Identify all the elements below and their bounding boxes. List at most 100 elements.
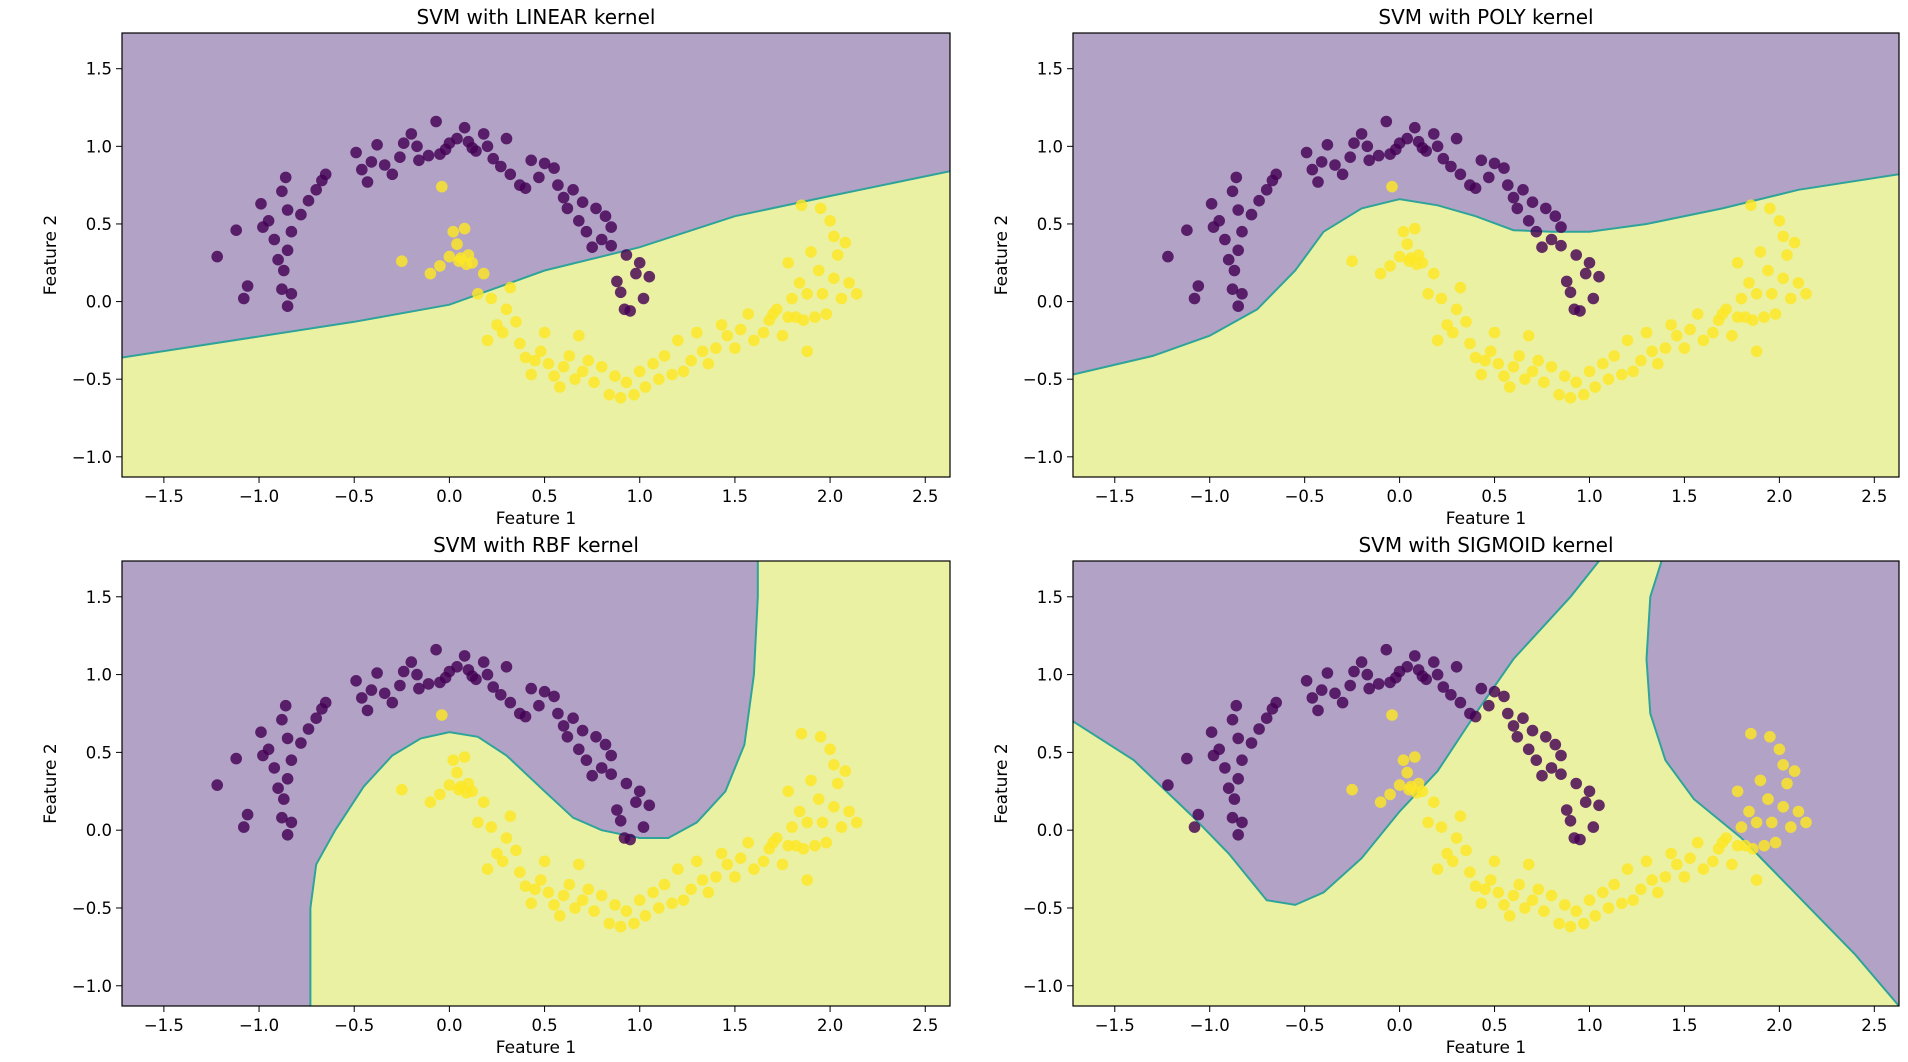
- point-class0: [350, 146, 362, 159]
- point-class1: [519, 351, 532, 364]
- point-class1: [1792, 277, 1805, 289]
- point-class1: [1788, 236, 1801, 249]
- y-tick-label: 1.5: [1037, 588, 1063, 607]
- point-class1: [1762, 793, 1774, 805]
- point-class0: [1483, 699, 1495, 712]
- point-class0: [1536, 769, 1548, 782]
- x-tick-label: 0.5: [531, 1016, 557, 1035]
- point-class1: [677, 365, 690, 378]
- point-class1: [658, 878, 671, 891]
- point-class1: [1570, 905, 1582, 917]
- point-class1: [1422, 816, 1434, 829]
- x-tick-label: −1.0: [239, 1016, 279, 1035]
- point-class1: [1602, 373, 1615, 386]
- point-class1: [1777, 801, 1789, 813]
- point-class0: [211, 250, 223, 263]
- point-class1: [1460, 316, 1472, 328]
- point-class0: [1583, 785, 1596, 798]
- point-class1: [1750, 345, 1763, 358]
- point-class0: [268, 233, 281, 246]
- y-tick-label: 1.5: [1037, 60, 1063, 79]
- point-class1: [1691, 836, 1704, 849]
- point-class0: [1445, 160, 1457, 173]
- point-class1: [1764, 202, 1776, 215]
- point-class1: [554, 381, 566, 393]
- point-class0: [630, 796, 642, 808]
- point-class0: [451, 661, 463, 673]
- point-class1: [485, 821, 498, 833]
- point-class1: [1578, 917, 1590, 930]
- point-class0: [643, 270, 656, 283]
- point-class0: [310, 184, 323, 196]
- point-class0: [241, 280, 254, 292]
- point-class1: [1519, 373, 1531, 386]
- point-class1: [1346, 255, 1358, 267]
- y-tick-label: 1.5: [86, 60, 112, 79]
- point-class0: [1437, 152, 1450, 165]
- x-tick-label: −1.0: [1190, 487, 1230, 506]
- point-class0: [1228, 264, 1241, 277]
- point-class1: [569, 902, 581, 914]
- point-class0: [411, 140, 423, 153]
- point-class1: [1665, 847, 1677, 860]
- point-class1: [620, 376, 633, 389]
- point-class0: [1245, 208, 1258, 221]
- point-class0: [1312, 704, 1324, 717]
- point-class1: [1454, 281, 1467, 294]
- x-axis-label: Feature 1: [1446, 509, 1526, 529]
- point-class0: [614, 815, 627, 827]
- point-class1: [801, 874, 813, 886]
- point-class0: [1530, 754, 1543, 766]
- point-class0: [1428, 656, 1440, 668]
- point-class0: [356, 163, 368, 176]
- point-class0: [557, 191, 570, 204]
- point-class0: [365, 684, 378, 696]
- point-class0: [1306, 163, 1319, 176]
- point-class1: [1608, 878, 1620, 891]
- point-class1: [639, 910, 652, 922]
- x-tick-label: −1.5: [144, 487, 184, 506]
- point-class1: [793, 277, 806, 289]
- point-class0: [356, 692, 368, 704]
- y-tick-label: 0.5: [1037, 743, 1063, 762]
- point-class0: [413, 154, 425, 167]
- point-class1: [850, 816, 863, 829]
- axes-frame: [121, 32, 951, 478]
- point-class1: [1384, 788, 1396, 801]
- point-class1: [563, 350, 576, 362]
- point-class1: [443, 779, 456, 791]
- point-class1: [573, 858, 585, 871]
- point-class1: [1386, 709, 1398, 721]
- point-class1: [1526, 365, 1539, 378]
- decision-boundary: [309, 561, 759, 1006]
- point-class1: [1532, 354, 1544, 367]
- point-class1: [1659, 871, 1672, 883]
- point-class0: [595, 233, 608, 246]
- point-class0: [302, 723, 315, 735]
- point-class0: [1568, 303, 1581, 316]
- subplot-sigmoid: −1.5 −1.0 −0.5 0.0 0.5 1.0 1.5 2.0 2.5 −1.0 −0.5 0.…: [992, 533, 1900, 1058]
- point-class1: [443, 250, 456, 263]
- x-tick-label: 0.0: [1386, 1016, 1412, 1035]
- point-class1: [1766, 288, 1778, 300]
- point-class0: [1483, 171, 1495, 184]
- point-class0: [1260, 712, 1273, 724]
- point-class0: [1344, 679, 1356, 692]
- point-class0: [1226, 185, 1239, 198]
- point-class1: [1479, 354, 1491, 367]
- point-class1: [1431, 863, 1444, 875]
- x-tick-label: 2.0: [817, 487, 843, 506]
- point-class0: [1536, 241, 1548, 253]
- y-tick-label: 0.5: [86, 215, 112, 234]
- point-class1: [620, 905, 633, 917]
- point-class1: [481, 863, 494, 875]
- point-class0: [1348, 137, 1360, 149]
- point-class0: [504, 168, 517, 181]
- point-class1: [1621, 334, 1634, 347]
- point-class1: [1522, 858, 1535, 871]
- point-class0: [1228, 793, 1241, 805]
- point-class1: [835, 292, 848, 305]
- point-class1: [525, 368, 537, 381]
- point-class1: [1583, 365, 1596, 378]
- point-class1: [734, 323, 747, 336]
